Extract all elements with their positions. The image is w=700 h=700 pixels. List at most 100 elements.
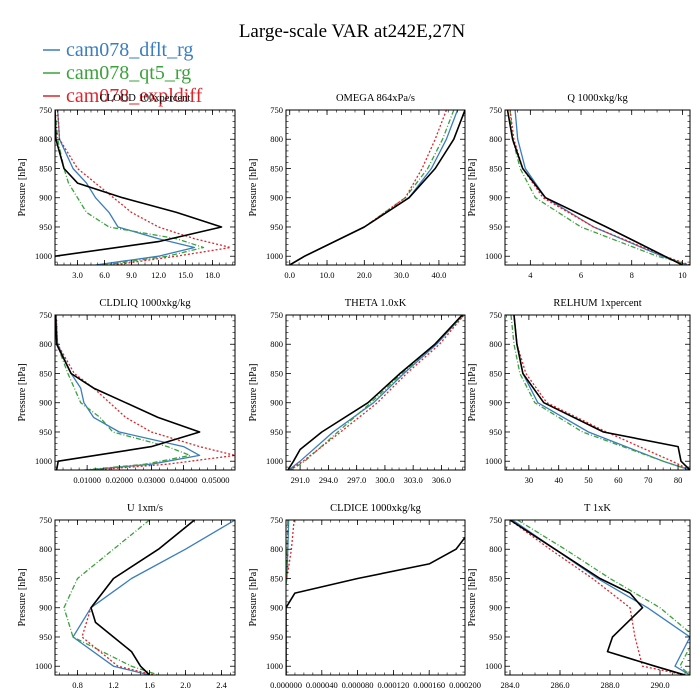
plot-frame xyxy=(285,314,466,471)
series-line-3 xyxy=(55,315,201,470)
series-line-1 xyxy=(517,520,690,675)
series-line-3 xyxy=(90,520,196,675)
y-tick-label: 1000 xyxy=(35,661,52,671)
series-line-3 xyxy=(286,537,465,675)
panel-title: THETA 1.0xK xyxy=(345,298,407,309)
x-tick-label: 300.0 xyxy=(375,475,394,485)
y-tick-label: 750 xyxy=(39,310,52,320)
x-tick-label: 0.03000 xyxy=(138,475,166,485)
y-axis-label: Pressure [hPa] xyxy=(467,363,478,421)
panel-title: U 1xm/s xyxy=(127,503,163,514)
y-tick-label: 850 xyxy=(270,163,283,173)
x-tick-label: 2.0 xyxy=(180,680,191,690)
x-tick-label: 6 xyxy=(579,270,583,280)
panel-title: CLDLIQ 1000xkg/kg xyxy=(99,298,191,309)
y-tick-label: 900 xyxy=(489,398,502,408)
plot-frame xyxy=(504,519,691,676)
y-tick-label: 1000 xyxy=(35,456,52,466)
panel-2: Q 1000xkg/kg Pressure [hPa] 750 800 850 900 95… xyxy=(467,93,691,280)
series-line-0 xyxy=(288,315,464,470)
y-tick-label: 850 xyxy=(39,163,52,173)
y-tick-label: 950 xyxy=(270,427,283,437)
x-tick-label: 1.2 xyxy=(108,680,119,690)
y-tick-label: 900 xyxy=(270,193,283,203)
panel-8: T 1xK Pressure [hPa] 750 800 850 900 950 1000 28… xyxy=(467,503,691,690)
y-tick-label: 800 xyxy=(489,544,502,554)
y-tick-label: 1000 xyxy=(485,251,502,261)
y-tick-label: 1000 xyxy=(35,251,52,261)
series-line-0 xyxy=(55,315,201,470)
x-tick-label: 0.000160 xyxy=(413,680,445,690)
plot-frame xyxy=(54,109,236,266)
x-tick-label: 0.000120 xyxy=(377,680,409,690)
y-tick-label: 850 xyxy=(39,368,52,378)
series-line-2 xyxy=(509,110,690,265)
y-tick-label: 1000 xyxy=(266,661,283,671)
y-tick-label: 1000 xyxy=(266,251,283,261)
x-tick-label: 80 xyxy=(674,475,683,485)
x-tick-label: 30 xyxy=(525,475,534,485)
y-tick-label: 750 xyxy=(39,105,52,115)
x-tick-label: 294.0 xyxy=(319,475,338,485)
series-line-1 xyxy=(55,315,191,470)
y-tick-label: 900 xyxy=(39,193,52,203)
x-tick-label: 0.04000 xyxy=(170,475,198,485)
x-tick-label: 10 xyxy=(678,270,687,280)
y-axis-label: Pressure [hPa] xyxy=(467,158,478,216)
x-tick-label: 60 xyxy=(614,475,623,485)
series-line-1 xyxy=(509,110,690,265)
y-tick-label: 750 xyxy=(39,515,52,525)
y-tick-label: 1000 xyxy=(485,661,502,671)
y-tick-label: 800 xyxy=(39,134,52,144)
series-line-0 xyxy=(72,520,235,675)
x-tick-label: 288.0 xyxy=(600,680,619,690)
series-group xyxy=(509,520,690,675)
panels: CLOUD 100xpercent Pressure [hPa] 750 800 850… xyxy=(17,93,691,690)
y-tick-label: 950 xyxy=(39,632,52,642)
x-tick-label: 2.4 xyxy=(216,680,227,690)
x-tick-label: 6.0 xyxy=(99,270,110,280)
x-tick-label: 297.0 xyxy=(347,475,366,485)
y-tick-label: 850 xyxy=(270,368,283,378)
x-tick-label: 0.000040 xyxy=(306,680,338,690)
series-line-2 xyxy=(286,520,295,579)
legend-label-0: cam078_dflt_rg xyxy=(66,39,193,61)
series-line-3 xyxy=(55,110,223,261)
y-tick-label: 900 xyxy=(489,193,502,203)
plot-frame xyxy=(54,314,236,471)
y-tick-label: 900 xyxy=(39,398,52,408)
series-line-2 xyxy=(513,315,690,470)
panel-title: CLOUD 100xpercent xyxy=(100,93,191,104)
y-tick-label: 950 xyxy=(489,222,502,232)
x-tick-label: 306.0 xyxy=(432,475,451,485)
y-tick-label: 900 xyxy=(270,398,283,408)
series-group xyxy=(287,315,465,470)
x-tick-label: 30.0 xyxy=(394,270,409,280)
plot-frame xyxy=(504,109,691,266)
y-axis-label: Pressure [hPa] xyxy=(467,568,478,626)
x-tick-label: 0.000080 xyxy=(342,680,374,690)
y-tick-label: 950 xyxy=(39,222,52,232)
y-tick-label: 750 xyxy=(489,105,502,115)
y-tick-label: 850 xyxy=(489,163,502,173)
x-tick-label: 10.0 xyxy=(320,270,335,280)
y-tick-label: 850 xyxy=(489,368,502,378)
x-tick-label: 0.01000 xyxy=(73,475,101,485)
y-tick-label: 950 xyxy=(270,222,283,232)
y-axis-label: Pressure [hPa] xyxy=(17,568,28,626)
panel-title: RELHUM 1xpercent xyxy=(553,298,641,309)
series-line-3 xyxy=(506,110,683,265)
y-tick-label: 750 xyxy=(270,310,283,320)
y-axis-label: Pressure [hPa] xyxy=(248,568,259,626)
y-tick-label: 850 xyxy=(39,573,52,583)
panel-4: THETA 1.0xK Pressure [hPa] 750 800 850 900 950… xyxy=(248,298,466,485)
figure-title: Large-scale VAR at242E,27N xyxy=(239,21,466,42)
y-tick-label: 800 xyxy=(270,339,283,349)
series-line-0 xyxy=(512,520,690,675)
x-tick-label: 0.05000 xyxy=(202,475,230,485)
legend-label-1: cam078_qt5_rg xyxy=(66,62,191,84)
legend: cam078_dflt_rgcam078_qt5_rgcam078_expldi… xyxy=(43,39,203,107)
series-line-0 xyxy=(57,110,196,265)
y-tick-label: 900 xyxy=(489,603,502,613)
y-tick-label: 750 xyxy=(489,310,502,320)
